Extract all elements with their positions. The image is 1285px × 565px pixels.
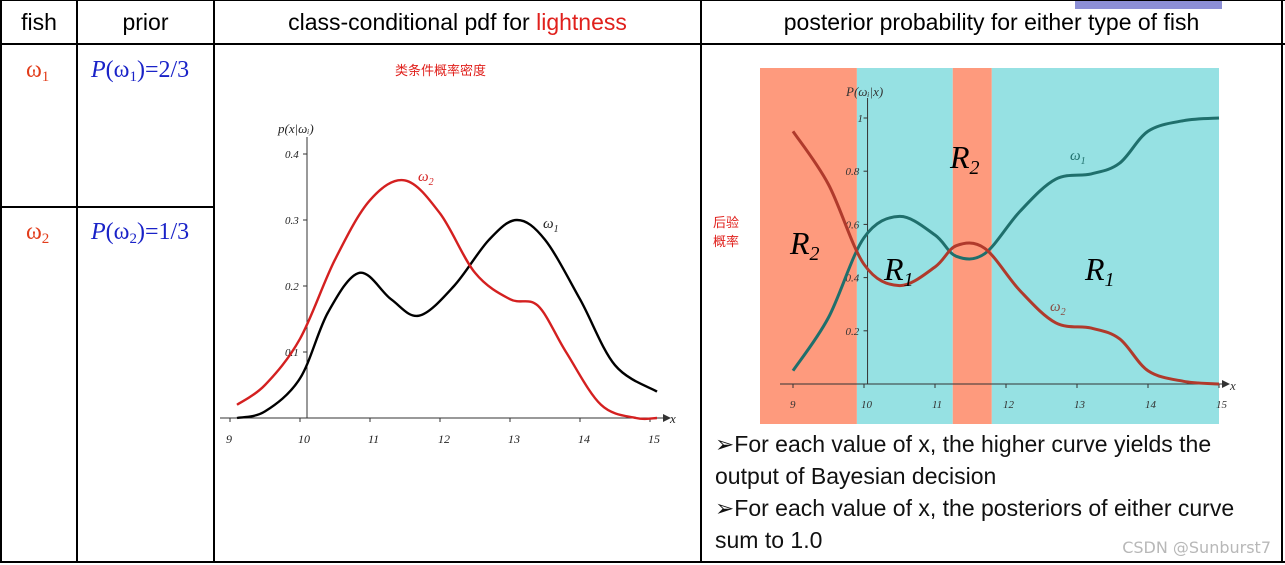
pdf-series-ω1: [236, 218, 658, 420]
pdf-y-tick-label: 0.2: [285, 281, 299, 293]
posterior-x-tick-label: 15: [1216, 399, 1228, 411]
posterior-side-label-line2: 概率: [713, 235, 740, 250]
bullet-sum-to-one: ➢For each value of x, the posteriors of …: [715, 495, 1235, 553]
header-posterior: posterior probability for either type of…: [783, 9, 1200, 35]
posterior-side-label-line1: 后验: [713, 216, 740, 231]
pdf-axes: [220, 137, 671, 422]
pdf-x-tick-label: 10: [298, 432, 310, 446]
pdf-series: [236, 178, 658, 421]
posterior-xlabel: x: [1229, 378, 1236, 393]
row-divider: [0, 206, 214, 208]
pdf-x-tick-label: 14: [578, 432, 590, 446]
pdf-label-w2: ω2: [418, 169, 434, 188]
posterior-x-tick-label: 14: [1145, 399, 1157, 411]
posterior-label-w2: ω2: [1050, 299, 1066, 318]
region-label-r1-left: R1: [883, 251, 914, 291]
posterior-x-tick-label: 9: [790, 399, 796, 411]
pdf-chart: 类条件概率密度 p(x|ωᵢ) x 9 10 11 12 13 14 15 0.10.20.…: [220, 63, 676, 446]
pdf-y-tick-label: 0.3: [285, 215, 299, 227]
posterior-series: [791, 116, 1220, 386]
posterior-y-tick-label: 0.2: [846, 326, 860, 338]
prior-omega2: P(ω2)=1/3: [91, 219, 190, 247]
header-divider: [0, 43, 1285, 45]
header-pdf-highlight: lightness: [536, 9, 627, 35]
posterior-y-tick-label: 0.4: [846, 273, 860, 285]
region-label-r2-mid: R2: [949, 139, 980, 179]
posterior-ylabel: P(ωᵢ|x): [845, 84, 883, 99]
posterior-x-ticks: 9 10 11 12 13 14 15: [790, 384, 1228, 411]
region-label-r1-right: R1: [1084, 251, 1115, 291]
pdf-label-w1: ω1: [543, 216, 559, 235]
table-bottom-border: [0, 561, 1285, 563]
pdf-x-tick-label: 15: [648, 432, 660, 446]
posterior-series-ω1: [791, 116, 1220, 372]
posterior-y-tick-label: 1: [858, 113, 864, 125]
posterior-label-w1: ω1: [1070, 148, 1086, 167]
pdf-x-tick-label: 9: [226, 432, 232, 446]
pdf-x-arrow: [663, 414, 671, 422]
pdf-x-tick-label: 12: [438, 432, 450, 446]
header-prior: prior: [122, 9, 169, 35]
region-labels: R2 R2 R1 R1: [789, 139, 1115, 291]
col-border-2: [213, 0, 215, 563]
posterior-x-tick-label: 12: [1003, 399, 1015, 411]
posterior-regions: [760, 68, 1219, 424]
bullet-higher-curve: ➢For each value of x, the higher curve y…: [715, 431, 1212, 489]
pdf-y-tick-label: 0.4: [285, 149, 299, 161]
col-border-0: [0, 0, 2, 563]
header-pdf: class-conditional pdf for lightness: [215, 0, 700, 44]
prior-omega1: P(ω1)=2/3: [91, 57, 190, 85]
watermark: CSDN @Sunburst7: [1122, 538, 1271, 557]
pdf-x-tick-label: 13: [508, 432, 520, 446]
pdf-annotation: 类条件概率密度: [395, 63, 486, 79]
header-fish: fish: [21, 9, 57, 35]
posterior-side-label: 后验 概率: [713, 214, 739, 252]
posterior-y-tick-label: 0.6: [846, 219, 860, 231]
pdf-ylabel: p(x|ωᵢ): [277, 121, 314, 136]
posterior-x-tick-label: 13: [1074, 399, 1086, 411]
region-r1: [991, 68, 1219, 424]
pdf-x-ticks: 9 10 11 12 13 14 15: [226, 418, 660, 446]
posterior-x-tick-label: 11: [932, 399, 942, 411]
pdf-y-ticks: 0.10.20.30.4: [285, 149, 307, 359]
col-border-1: [76, 0, 78, 563]
posterior-x-arrow: [1222, 380, 1230, 388]
pdf-series-ω2: [236, 178, 658, 421]
region-r1: [856, 68, 953, 424]
table-top-border: [0, 0, 1285, 1]
posterior-x-tick-label: 10: [861, 399, 873, 411]
region-r2: [760, 68, 857, 424]
posterior-y-tick-label: 0.8: [846, 166, 860, 178]
header-pdf-prefix: class-conditional pdf for: [288, 9, 537, 35]
posterior-chart: P(ωᵢ|x) x 9 10 11 12 13 14 15 1 0.8 0.6 0.4 0.2 ω1…: [760, 68, 1236, 424]
pdf-x-tick-label: 11: [368, 432, 379, 446]
posterior-series-ω2: [791, 130, 1220, 386]
col-border-3: [700, 0, 702, 563]
fish-omega2: ω2: [26, 219, 50, 247]
pdf-xlabel: x: [669, 411, 676, 426]
region-label-r2-left: R2: [789, 225, 820, 265]
top-strip: [1075, 0, 1222, 9]
fish-omega1: ω1: [26, 57, 50, 85]
col-border-4: [1281, 0, 1283, 563]
posterior-y-ticks: 1 0.8 0.6 0.4 0.2: [846, 113, 868, 338]
